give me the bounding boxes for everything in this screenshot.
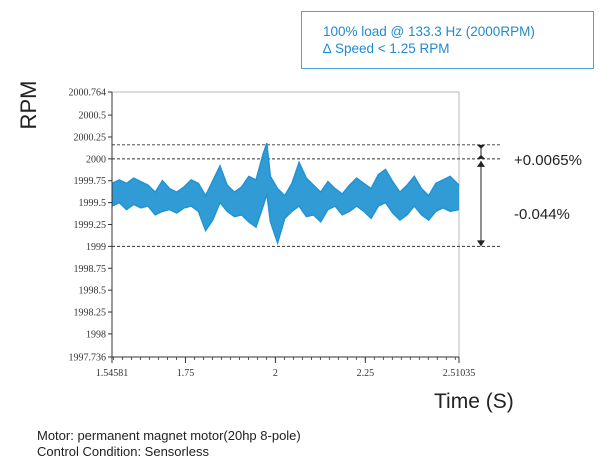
x-tick-label: 1.54581 — [96, 368, 129, 379]
plot-area — [111, 91, 460, 358]
y-tick-label: 1999 — [86, 242, 106, 253]
arrowhead-up — [477, 154, 485, 159]
y-tick-label: 2000.764 — [69, 88, 107, 99]
y-tick-label: 1999.25 — [74, 220, 107, 231]
x-axis-label: Time (S) — [434, 390, 514, 413]
y-tick-label: 2000 — [86, 154, 106, 165]
y-axis-label: RPM — [16, 81, 41, 130]
x-tick-label: 2.51035 — [443, 368, 476, 379]
speed-trace-upper — [111, 142, 460, 198]
y-tick-label: 1999.5 — [79, 198, 107, 209]
upper-deviation-label: +0.0065% — [514, 152, 582, 169]
arrowhead-down — [477, 144, 485, 149]
y-tick-label: 2000.5 — [79, 111, 107, 122]
info-load-text: 100% load @ 133.3 Hz (2000RPM) — [323, 24, 535, 39]
y-tick-label: 1998.25 — [74, 308, 107, 319]
x-tick-label: 2 — [273, 368, 278, 379]
y-tick-label: 2000.25 — [74, 132, 107, 143]
lower-deviation-label: -0.044% — [514, 206, 570, 223]
y-tick-label: 1997.736 — [69, 353, 107, 364]
arrowhead-up — [477, 160, 485, 167]
y-tick-label: 1998.5 — [79, 286, 107, 297]
y-tick-label: 1998.75 — [74, 264, 107, 275]
x-tick-label: 1.75 — [177, 368, 195, 379]
info-box: 100% load @ 133.3 Hz (2000RPM) ∆ Speed <… — [301, 11, 594, 69]
y-tick-label: 1999.75 — [74, 176, 107, 187]
info-speed-text: ∆ Speed < 1.25 RPM — [323, 41, 450, 56]
caption-control: Control Condition: Sensorless — [37, 444, 209, 459]
speed-band — [112, 143, 459, 243]
caption-motor: Motor: permanent magnet motor(20hp 8-pol… — [37, 428, 301, 443]
y-tick-label: 1998 — [86, 329, 106, 340]
arrowhead-down — [477, 240, 485, 247]
speed-trace-lower — [111, 193, 460, 246]
x-tick-label: 2.25 — [357, 368, 375, 379]
